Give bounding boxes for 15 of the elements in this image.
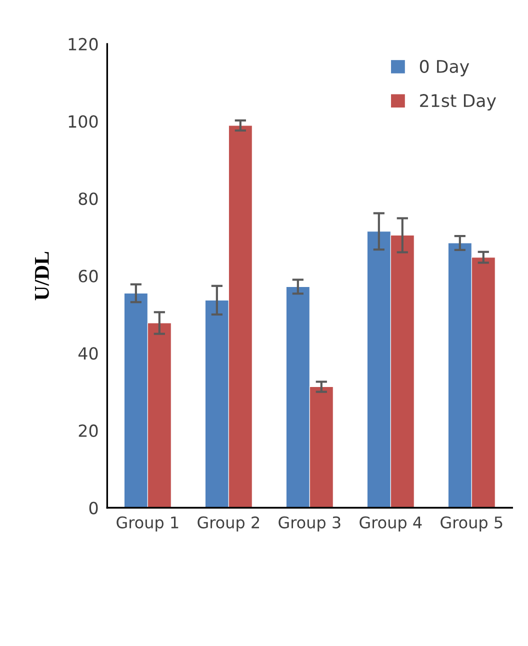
y-tick-label: 120 (68, 38, 98, 50)
y-tick-label: 80 (78, 192, 98, 206)
x-tick-label: Group 2 (198, 516, 260, 532)
legend-label: 21st Day (420, 94, 496, 111)
x-tick-label: Group 4 (360, 516, 422, 532)
x-tick-label: Group 1 (116, 516, 178, 532)
legend-label: 0 Day (420, 60, 470, 76)
y-axis-title: U/DL (34, 252, 49, 300)
y-tick-label: 60 (78, 270, 98, 282)
y-tick-label: 0 (89, 502, 98, 514)
y-tick-label: 40 (78, 347, 98, 360)
x-tick-label: Group 3 (278, 516, 340, 532)
y-tick-label: 20 (78, 424, 98, 438)
y-tick-label: 100 (68, 115, 98, 128)
x-tick-label: Group 5 (440, 516, 502, 532)
